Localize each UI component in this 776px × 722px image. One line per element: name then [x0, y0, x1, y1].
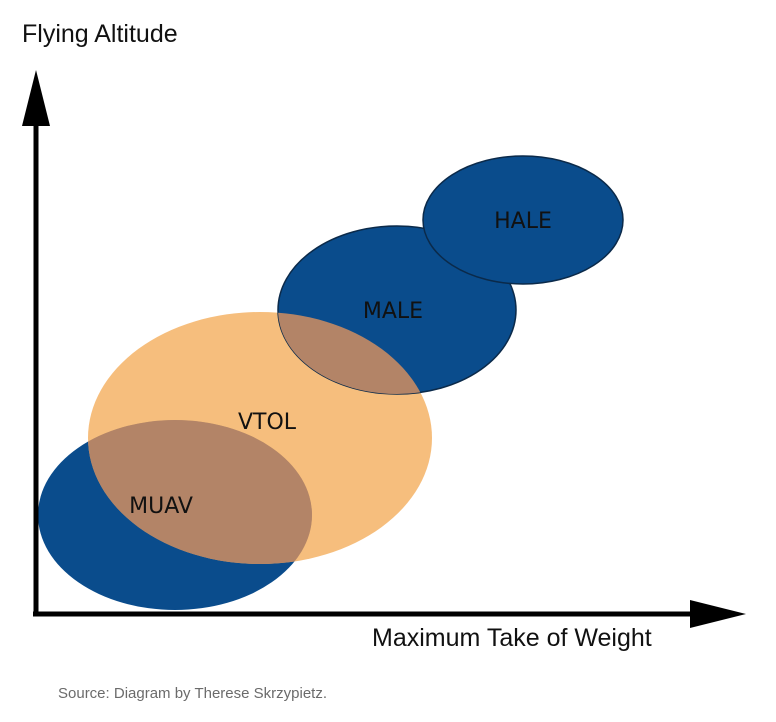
source-caption: Source: Diagram by Therese Skrzypietz. [58, 685, 327, 702]
label-vtol: VTOL [238, 410, 297, 435]
x-axis-arrowhead [690, 600, 746, 628]
y-axis-title: Flying Altitude [22, 20, 178, 48]
y-axis-arrowhead [22, 70, 50, 126]
x-axis-title: Maximum Take of Weight [372, 624, 652, 652]
region-hale [422, 155, 624, 285]
label-male: MALE [363, 299, 423, 324]
overlap-vtol-male [278, 312, 432, 394]
label-hale: HALE [494, 209, 552, 234]
label-muav: MUAV [129, 494, 193, 519]
